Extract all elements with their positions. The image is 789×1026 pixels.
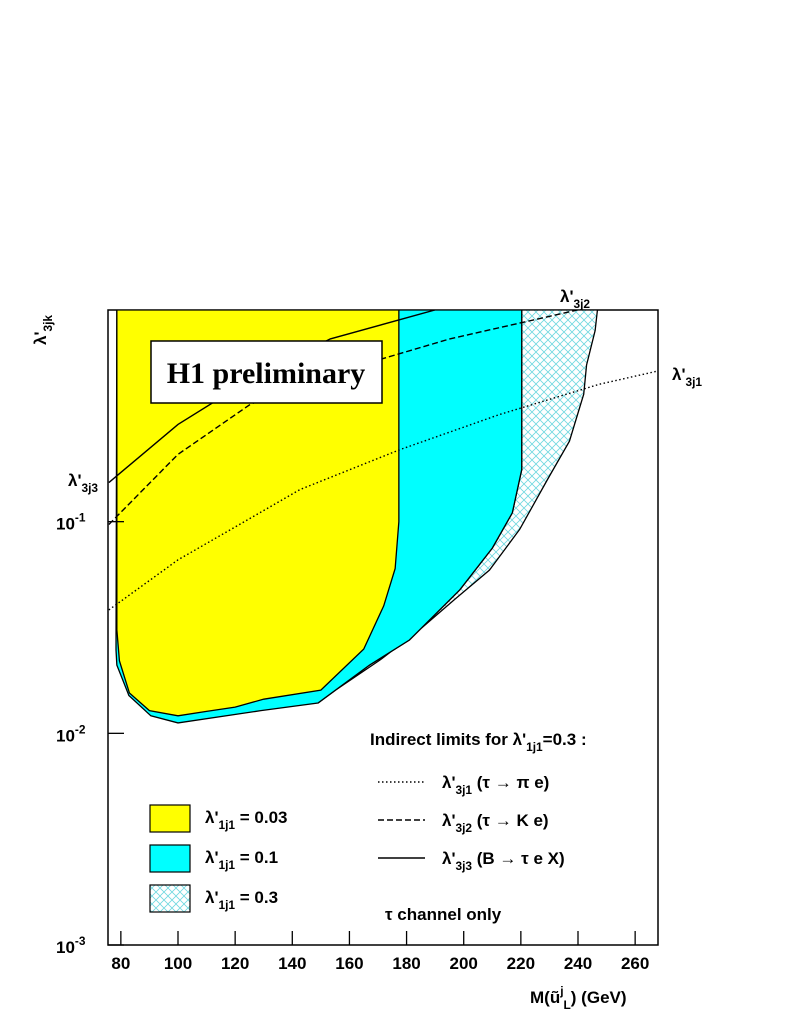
lines-legend-title: Indirect limits for λ'1j1=0.3 : [370,730,587,754]
x-tick-label: 80 [111,954,130,973]
curve-label-part: λ' [560,287,574,306]
legend-label-part: λ' [205,888,219,907]
legend-label-part: 3j1 [456,783,473,797]
legend-label-part: = 0.1 [235,848,278,867]
legend-label-part: λ' [442,811,456,830]
y-axis-label-part: 3jk [41,315,55,332]
x-tick-label: 120 [221,954,249,973]
x-tick-label: 240 [564,954,592,973]
legend-swatch [149,804,191,833]
curve-label: λ'3j2 [560,287,590,311]
legend-label-part: (B → τ e X) [472,849,565,868]
chart-title: H1 preliminary [167,357,366,390]
y-tick-label-part: -3 [75,934,86,948]
x-tick-label: 260 [621,954,649,973]
x-tick-label: 220 [507,954,535,973]
y-tick-label-part: -2 [75,722,86,736]
y-axis-label-part: λ' [31,332,50,346]
x-tick-label: 140 [278,954,306,973]
y-tick-label-part: 10 [56,726,75,745]
legend-label-part: λ' [442,773,456,792]
curve-label-part: 3j3 [82,481,99,495]
y-tick-label: 10-3 [56,934,86,957]
y-tick-label-part: -1 [75,511,86,525]
legend-label-part: (τ → K e) [472,811,549,830]
curve-label: λ'3j3 [68,471,98,495]
legend-label: λ'3j1 (τ → π e) [442,773,549,797]
x-axis-label-part: L [564,998,571,1012]
x-axis-label: M(ũjL) (GeV) [530,984,627,1012]
y-tick-label-part: 10 [56,515,75,534]
curve-label-part: 3j2 [574,297,591,311]
x-axis-label-part: ) (GeV) [571,988,627,1007]
lines-legend-title-part: =0.3 : [543,730,587,749]
legend-label: λ'3j3 (B → τ e X) [442,849,565,873]
x-axis-label-part: M(ũ [530,988,560,1007]
lines-legend-title-part: 1j1 [526,740,543,754]
y-tick-label-part: 10 [56,938,75,957]
legend-label-part: 3j3 [456,859,473,873]
legend-swatch [149,884,191,913]
curve-label-part: λ' [68,471,82,490]
curve-label-part: 3j1 [686,375,703,389]
exclusion-region [116,310,400,717]
curve-label: λ'3j1 [672,365,702,389]
legend-label: λ'3j2 (τ → K e) [442,811,549,835]
limit-curve [108,370,658,611]
legend-label-part: = 0.3 [235,888,278,907]
legend-label: λ'1j1 = 0.03 [205,808,288,832]
x-tick-label: 180 [392,954,420,973]
x-tick-label: 160 [335,954,363,973]
legend-label-part: 1j1 [219,898,236,912]
legend-label-part: 3j2 [456,821,473,835]
legend-label-part: λ' [205,848,219,867]
note: τ channel only [385,905,502,924]
legend-label-part: λ' [442,849,456,868]
legend-label-part: (τ → π e) [472,773,549,792]
legend-label-part: λ' [205,808,219,827]
legend-label: λ'1j1 = 0.1 [205,848,278,872]
legend-swatch [149,844,191,873]
x-tick-label: 200 [450,954,478,973]
legend-label-part: 1j1 [219,818,236,832]
lines-legend-title-part: Indirect limits for λ' [370,730,526,749]
x-axis-label-part: j [559,984,563,998]
legend-label: λ'1j1 = 0.3 [205,888,278,912]
legend-label-part: 1j1 [219,858,236,872]
legend-label-part: = 0.03 [235,808,287,827]
curve-label-part: λ' [672,365,686,384]
y-tick-label: 10-2 [56,722,86,745]
y-axis-label: λ'3jk [31,315,55,345]
y-tick-label: 10-1 [56,511,86,534]
x-tick-label: 100 [164,954,192,973]
title-box [150,340,383,404]
plot-area [108,310,658,724]
